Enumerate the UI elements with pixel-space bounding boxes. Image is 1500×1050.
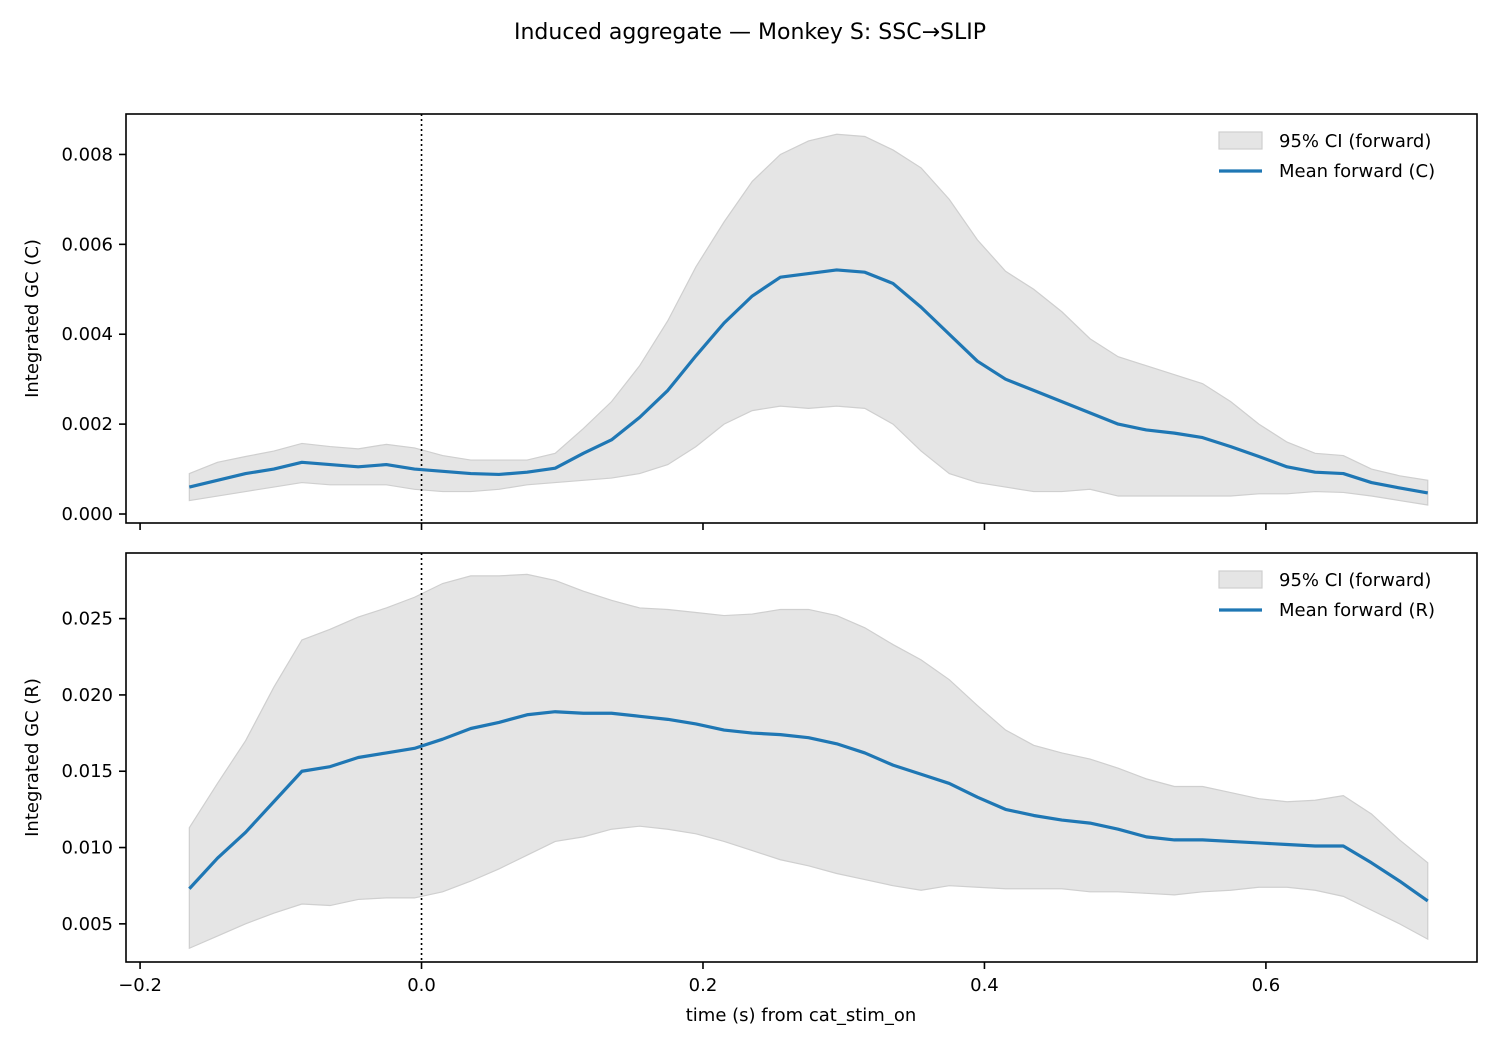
x-axis-label: time (s) from cat_stim_on	[686, 1005, 917, 1026]
top-panel: 0.000 0.002 0.004 0.006 0.008 Integrated GC (…	[22, 113, 1478, 530]
top-y-tick-label: 0.006	[61, 234, 113, 255]
bottom-legend-mean-label: Mean forward (R)	[1279, 600, 1435, 621]
bottom-y-tick-label: 0.010	[61, 838, 113, 859]
bottom-axes-frame	[125, 552, 1478, 963]
bottom-y-tick-label: 0.005	[61, 914, 113, 935]
bottom-x-tick-label: 0.6	[1252, 975, 1281, 996]
bottom-legend-ci-swatch	[1218, 570, 1263, 589]
bottom-panel: −0.2 0.0 0.2 0.4 0.6 0.005 0.010 0.015 0.020 0.02…	[22, 552, 1478, 996]
bottom-legend-ci-label: 95% CI (forward)	[1279, 570, 1431, 591]
bottom-y-tick-label: 0.020	[61, 685, 113, 706]
top-y-tick-label: 0.002	[61, 414, 113, 435]
bottom-y-tick-label: 0.015	[61, 761, 113, 782]
top-y-axis-label: Integrated GC (C)	[22, 239, 43, 398]
figure-title: Induced aggregate — Monkey S: SSC→SLIP	[514, 20, 986, 45]
top-y-tick-label: 0.008	[61, 144, 113, 165]
top-y-tick-label: 0.004	[61, 324, 113, 345]
bottom-x-tick-label: 0.4	[970, 975, 999, 996]
top-y-tick-label: 0.000	[61, 504, 113, 525]
top-legend-mean-label: Mean forward (C)	[1279, 161, 1435, 182]
bottom-y-tick-label: 0.025	[61, 609, 113, 630]
bottom-x-tick-label: −0.2	[118, 975, 162, 996]
top-axes-frame	[125, 113, 1478, 524]
bottom-y-axis-label: Integrated GC (R)	[22, 678, 43, 837]
top-mean-line	[188, 268, 1429, 495]
top-legend-ci-swatch	[1218, 131, 1263, 150]
top-legend-ci-label: 95% CI (forward)	[1279, 131, 1431, 152]
bottom-x-tick-label: 0.2	[689, 975, 718, 996]
bottom-ci-band	[188, 573, 1429, 950]
bottom-mean-line	[188, 710, 1429, 903]
bottom-x-tick-label: 0.0	[407, 975, 436, 996]
top-ci-band	[188, 133, 1429, 506]
